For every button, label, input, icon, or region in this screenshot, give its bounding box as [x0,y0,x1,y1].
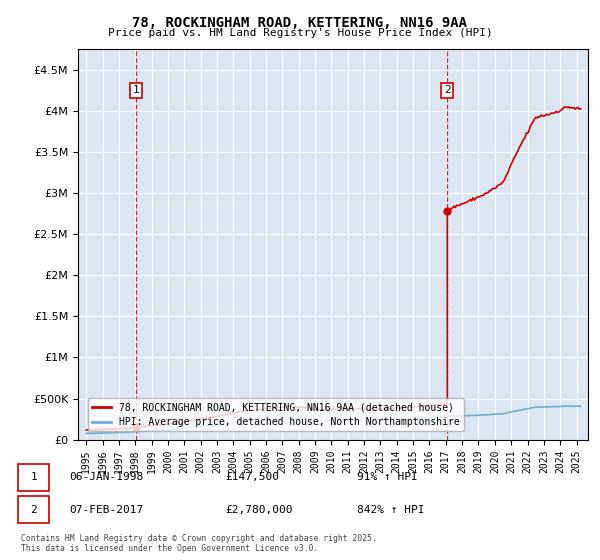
Text: 91% ↑ HPI: 91% ↑ HPI [357,472,418,482]
Text: 78, ROCKINGHAM ROAD, KETTERING, NN16 9AA: 78, ROCKINGHAM ROAD, KETTERING, NN16 9AA [133,16,467,30]
Text: 1: 1 [30,472,37,482]
Text: £2,780,000: £2,780,000 [225,505,293,515]
Text: Contains HM Land Registry data © Crown copyright and database right 2025.
This d: Contains HM Land Registry data © Crown c… [21,534,377,553]
Text: 842% ↑ HPI: 842% ↑ HPI [357,505,425,515]
Text: Price paid vs. HM Land Registry's House Price Index (HPI): Price paid vs. HM Land Registry's House … [107,28,493,38]
Text: 2: 2 [30,505,37,515]
Text: 2: 2 [444,85,451,95]
Text: 06-JAN-1998: 06-JAN-1998 [69,472,143,482]
Text: £147,500: £147,500 [225,472,279,482]
Legend: 78, ROCKINGHAM ROAD, KETTERING, NN16 9AA (detached house), HPI: Average price, d: 78, ROCKINGHAM ROAD, KETTERING, NN16 9AA… [88,398,464,431]
Text: 07-FEB-2017: 07-FEB-2017 [69,505,143,515]
Text: 1: 1 [133,85,139,95]
